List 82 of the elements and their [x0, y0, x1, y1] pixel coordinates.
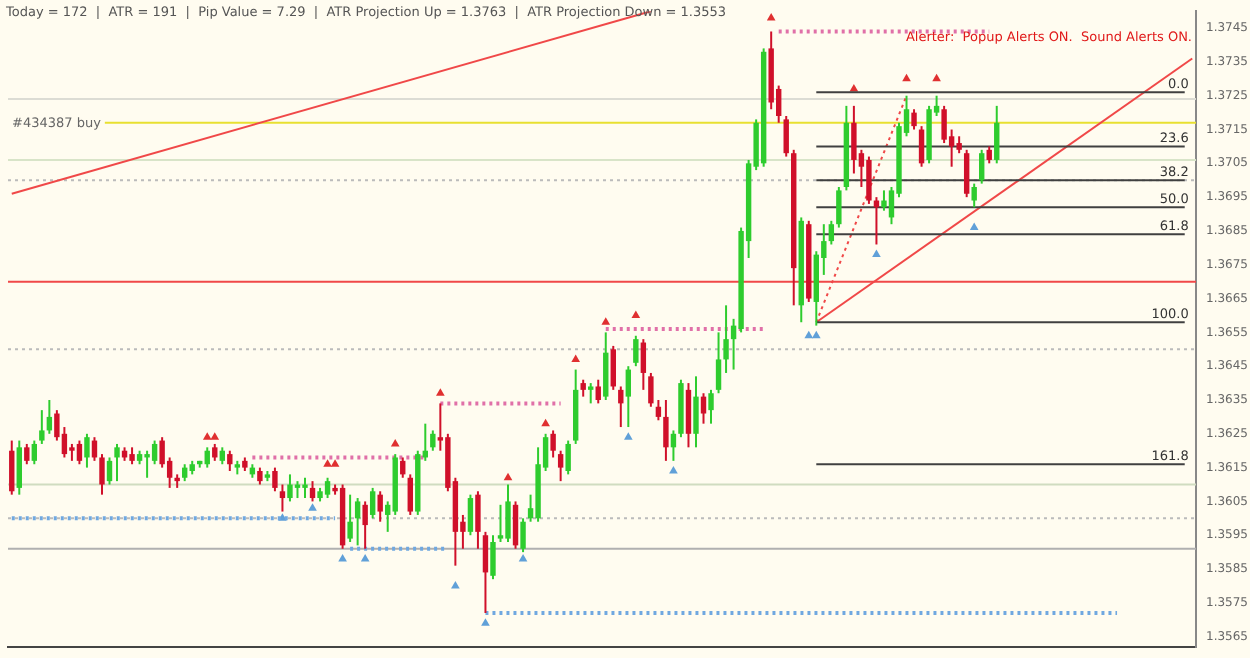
candlestick	[911, 108, 917, 131]
candlestick	[347, 493, 353, 543]
candlestick	[633, 334, 639, 368]
candlestick	[881, 189, 887, 212]
candlestick	[625, 365, 632, 429]
candlestick	[497, 503, 504, 543]
point	[631, 310, 641, 318]
candlestick	[16, 439, 22, 496]
candlestick	[114, 442, 120, 483]
candlestick	[144, 449, 150, 479]
point	[518, 553, 528, 562]
candlestick	[31, 439, 38, 466]
candlestick	[550, 429, 556, 459]
candlestick	[565, 439, 571, 476]
candlestick	[918, 125, 925, 168]
candlestick	[685, 382, 692, 449]
point	[623, 432, 633, 440]
candlestick	[557, 449, 564, 483]
candlestick	[595, 378, 601, 405]
candlestick	[99, 453, 105, 496]
candlestick	[287, 473, 293, 503]
point	[330, 459, 340, 467]
candlestick	[512, 500, 519, 550]
candlestick	[963, 148, 970, 199]
candlestick	[715, 331, 722, 395]
candlestick	[302, 476, 308, 500]
point	[811, 330, 821, 339]
candlestick	[783, 115, 789, 158]
candlestick	[407, 473, 413, 516]
candlestick	[467, 493, 474, 537]
candlestick	[836, 186, 842, 229]
candlestick	[76, 439, 83, 466]
candlestick	[377, 490, 383, 523]
candlestick	[941, 104, 947, 145]
candlestick	[430, 429, 436, 452]
point	[210, 432, 220, 440]
candlestick	[475, 490, 481, 550]
candlestick	[640, 338, 647, 391]
candlestick	[324, 476, 331, 500]
candlestick	[663, 399, 669, 462]
candlestick	[618, 385, 624, 429]
point	[872, 249, 881, 258]
candlestick	[309, 480, 316, 503]
candlestick	[354, 497, 361, 547]
candlestick	[979, 148, 985, 185]
point	[601, 317, 611, 325]
point	[932, 73, 941, 82]
candlestick	[84, 432, 90, 469]
point	[436, 388, 445, 396]
point	[308, 503, 317, 511]
candlestick	[520, 517, 526, 554]
candlestick	[362, 500, 368, 550]
candlestick	[708, 388, 714, 425]
candlestick	[482, 530, 489, 614]
candlestick	[151, 439, 158, 466]
point	[571, 354, 581, 362]
candlestick	[994, 104, 1000, 165]
point	[969, 222, 979, 231]
candlestick	[603, 331, 609, 401]
point	[902, 73, 911, 82]
point	[481, 618, 490, 626]
candlestick	[700, 392, 707, 425]
point	[390, 438, 400, 447]
candlestick	[369, 486, 376, 520]
point	[360, 553, 370, 562]
point	[451, 580, 460, 589]
point	[804, 330, 814, 339]
candlestick	[610, 344, 616, 391]
candlestick	[490, 534, 496, 581]
candlestick	[24, 442, 30, 466]
point	[338, 553, 347, 562]
candlestick	[9, 439, 15, 496]
candlestick	[693, 375, 699, 449]
candlestick	[106, 456, 113, 486]
point	[503, 472, 513, 481]
candlestick	[588, 382, 594, 405]
point	[541, 418, 550, 427]
point	[323, 459, 332, 467]
candlestick	[971, 182, 977, 209]
candlestick	[227, 449, 233, 472]
point	[202, 432, 212, 440]
candlestick	[505, 483, 511, 543]
